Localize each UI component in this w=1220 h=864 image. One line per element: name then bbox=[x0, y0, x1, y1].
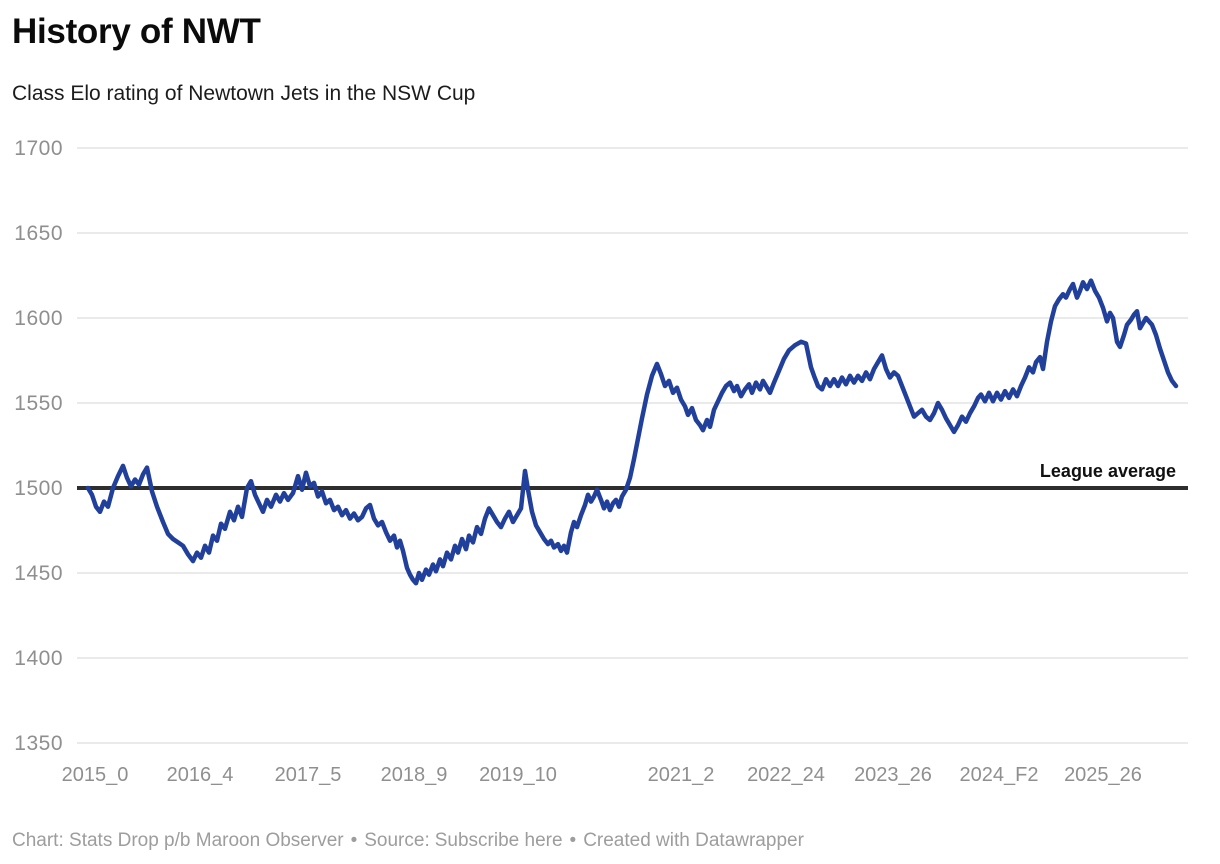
y-tick-label: 1650 bbox=[14, 222, 63, 245]
gridlines bbox=[77, 147, 1188, 744]
footer-credit: Chart: Stats Drop p/b Maroon Observer bbox=[12, 830, 344, 851]
footer-separator: • bbox=[569, 830, 577, 851]
y-axis-labels: 1350 1400 1450 1500 1550 1600 1650 1700 bbox=[14, 137, 63, 755]
x-tick-label: 2022_24 bbox=[747, 764, 825, 786]
footer-separator: • bbox=[350, 830, 358, 851]
footer-source-link[interactable]: Subscribe here bbox=[434, 830, 563, 851]
x-tick-label: 2021_2 bbox=[648, 764, 715, 786]
elo-line bbox=[85, 278, 1179, 586]
league-average-label: League average bbox=[1040, 461, 1176, 481]
y-tick-label: 1350 bbox=[14, 732, 63, 755]
x-tick-label: 2019_10 bbox=[479, 764, 557, 786]
y-tick-label: 1400 bbox=[14, 647, 63, 670]
x-tick-label: 2015_0 bbox=[62, 764, 129, 786]
chart-footer: Chart: Stats Drop p/b Maroon Observer • So… bbox=[12, 830, 804, 852]
chart-title: History of NWT bbox=[12, 12, 261, 51]
y-tick-label: 1500 bbox=[14, 477, 63, 500]
footer-source-label: Source: bbox=[364, 830, 430, 851]
y-tick-label: 1700 bbox=[14, 137, 63, 160]
x-tick-label: 2023_26 bbox=[854, 764, 932, 786]
x-axis-labels: 2015_0 2016_4 2017_5 2018_9 2019_10 2021_2 202… bbox=[62, 764, 1142, 786]
x-tick-label: 2024_F2 bbox=[960, 764, 1039, 786]
footer-created-with: Created with Datawrapper bbox=[583, 830, 804, 851]
y-tick-label: 1550 bbox=[14, 392, 63, 415]
x-tick-label: 2016_4 bbox=[167, 764, 234, 786]
x-tick-label: 2025_26 bbox=[1064, 764, 1142, 786]
x-tick-label: 2018_9 bbox=[381, 764, 448, 786]
y-tick-label: 1450 bbox=[14, 562, 63, 585]
chart-subtitle: Class Elo rating of Newtown Jets in the … bbox=[12, 82, 476, 105]
y-tick-label: 1600 bbox=[14, 307, 63, 330]
x-tick-label: 2017_5 bbox=[275, 764, 342, 786]
